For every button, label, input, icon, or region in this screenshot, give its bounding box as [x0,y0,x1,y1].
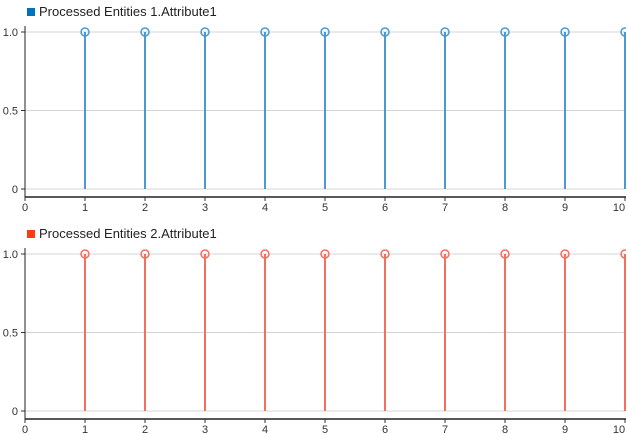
x-tick-label: 1 [82,202,88,214]
x-tick-label: 5 [322,424,328,434]
x-tick-label: 9 [562,202,568,214]
stem-marker [320,249,330,259]
stem-marker [260,249,270,259]
x-tick-label: 0 [22,202,28,214]
legend-label: Processed Entities 2.Attribute1 [39,226,217,241]
legend-swatch [27,8,35,16]
stem-marker [380,249,390,259]
x-tick-label: 8 [502,424,508,434]
x-tick-label: 3 [202,202,208,214]
x-tick-label: 5 [322,202,328,214]
y-tick-label: 0.5 [3,106,18,118]
stem-marker [260,27,270,37]
y-tick-label: 0.5 [3,328,18,340]
x-tick-label: 7 [442,202,448,214]
stem-marker [200,27,210,37]
stem-marker [140,249,150,259]
chart-1: Processed Entities 1.Attribute1 0 0.5 1.0 0 1… [3,4,626,214]
x-tick-label: 6 [382,424,388,434]
stem-marker [440,27,450,37]
stem-marker [320,27,330,37]
stem-marker [140,27,150,37]
x-tick-label: 0 [22,424,28,434]
x-tick-label: 10 [613,424,625,434]
stem-marker [560,27,570,37]
chart-2: Processed Entities 2.Attribute1 0 0.5 1.0 0 1… [3,226,626,434]
x-tick-label: 4 [262,424,268,434]
y-tick-label: 0 [12,406,18,418]
series-1 [80,27,626,189]
y-tick-label: 1.0 [3,249,18,261]
x-tick-label: 8 [502,202,508,214]
stem-marker [200,249,210,259]
x-tick-label: 3 [202,424,208,434]
x-tick-label: 1 [82,424,88,434]
stem-marker [620,27,626,37]
stem-marker [500,249,510,259]
stem-marker [560,249,570,259]
x-tick-label: 10 [613,202,625,214]
series-2 [80,249,626,411]
stem-marker [440,249,450,259]
legend-swatch [27,230,35,238]
stem-marker [80,249,90,259]
x-tick-label: 9 [562,424,568,434]
stem-marker [380,27,390,37]
x-tick-label: 7 [442,424,448,434]
x-tick-label: 2 [142,202,148,214]
stem-marker [500,27,510,37]
x-tick-label: 4 [262,202,268,214]
y-tick-label: 1.0 [3,27,18,39]
legend-label: Processed Entities 1.Attribute1 [39,4,217,19]
stem-marker [620,249,626,259]
x-tick-label: 6 [382,202,388,214]
y-tick-label: 0 [12,184,18,196]
stem-marker [80,27,90,37]
x-tick-label: 2 [142,424,148,434]
